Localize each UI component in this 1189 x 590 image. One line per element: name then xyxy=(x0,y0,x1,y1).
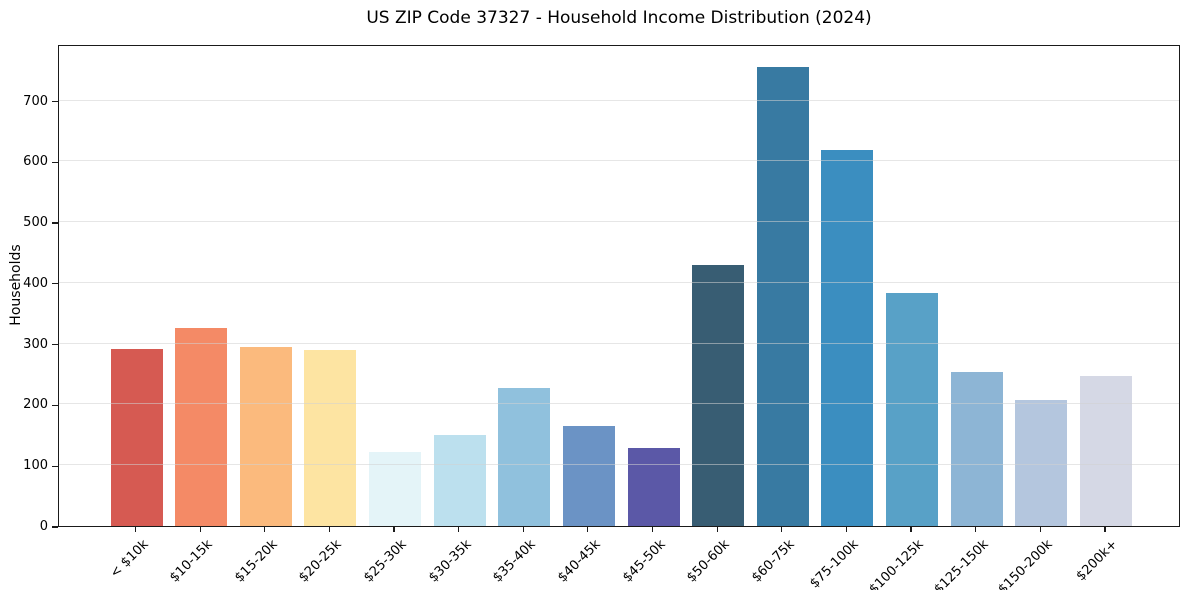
y-tick-label: 600 xyxy=(23,154,48,170)
bar-75-100k xyxy=(821,149,874,526)
chart-title: US ZIP Code 37327 - Household Income Dis… xyxy=(366,8,872,28)
x-tick-mark xyxy=(264,527,266,532)
bar-15-20k xyxy=(239,346,292,526)
bar-45-50k xyxy=(627,447,680,526)
x-tick-mark xyxy=(781,527,783,532)
bar-20-25k xyxy=(304,350,357,526)
bar-30-35k xyxy=(433,435,486,526)
y-tick-label: 0 xyxy=(39,519,48,534)
x-tick-label: < $10k xyxy=(107,537,152,582)
y-tick-mark xyxy=(52,161,58,163)
gridline-y-600 xyxy=(59,160,1179,162)
bar-125-150k xyxy=(950,371,1003,526)
x-tick-mark xyxy=(328,527,330,532)
bar-10k xyxy=(110,348,163,526)
bar-40-45k xyxy=(562,425,615,526)
y-tick-mark xyxy=(52,283,58,285)
y-tick-label: 200 xyxy=(23,397,48,413)
gridline-y-200 xyxy=(59,403,1179,405)
x-tick-mark xyxy=(199,527,201,532)
x-tick-mark xyxy=(522,527,524,532)
y-tick-mark xyxy=(52,100,58,103)
x-tick-mark xyxy=(1039,527,1041,532)
x-tick-mark xyxy=(1104,527,1106,532)
bar-100-125k xyxy=(886,293,939,526)
x-tick-mark xyxy=(393,527,395,532)
y-tick-label: 700 xyxy=(23,93,48,109)
x-tick-mark xyxy=(716,527,718,532)
bar-25-30k xyxy=(369,451,422,526)
gridline-y-700 xyxy=(59,99,1179,101)
x-tick-mark xyxy=(651,527,654,532)
x-tick-mark xyxy=(134,527,137,532)
y-tick-label: 400 xyxy=(23,275,48,291)
x-tick-mark xyxy=(458,527,460,532)
x-tick-mark xyxy=(845,527,848,532)
y-tick-mark xyxy=(52,465,58,467)
y-tick-mark xyxy=(52,222,58,224)
y-tick-mark xyxy=(52,526,58,528)
x-tick-mark xyxy=(910,527,912,532)
y-tick-label: 500 xyxy=(23,215,48,231)
bar-60-75k xyxy=(756,67,809,526)
x-tick-mark xyxy=(975,527,977,532)
y-tick-mark xyxy=(52,404,58,407)
plot-area xyxy=(58,45,1180,527)
gridline-y-400 xyxy=(59,281,1179,283)
y-tick-mark xyxy=(52,344,58,346)
bar-50-60k xyxy=(692,264,745,526)
bar-150-200k xyxy=(1015,399,1068,526)
y-tick-label: 300 xyxy=(23,336,48,352)
bar-35-40k xyxy=(498,388,551,526)
gridline-y-500 xyxy=(59,221,1179,223)
bar-200k xyxy=(1079,375,1132,526)
gridline-y-300 xyxy=(59,342,1179,344)
gridline-y-100 xyxy=(59,464,1179,466)
x-tick-mark xyxy=(587,527,589,532)
y-tick-label: 100 xyxy=(23,458,48,474)
bar-10-15k xyxy=(175,328,228,526)
